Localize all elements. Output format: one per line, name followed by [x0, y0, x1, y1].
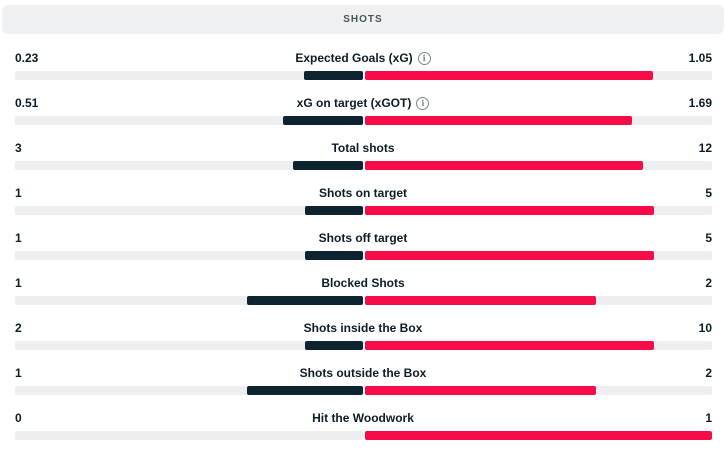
away-bar-fill — [365, 116, 632, 125]
away-value: 12 — [698, 141, 712, 155]
home-bar-track — [15, 206, 363, 215]
home-bar-fill — [305, 206, 363, 215]
home-bar-fill — [247, 296, 363, 305]
away-bar-fill — [365, 341, 654, 350]
info-icon[interactable]: i — [416, 96, 430, 110]
home-value: 0.51 — [15, 96, 39, 110]
away-bar-track — [365, 116, 712, 125]
stat-label-text: Expected Goals (xG) — [295, 51, 413, 65]
stat-row: 1 Shots outside the Box 2 — [0, 365, 726, 410]
away-value: 2 — [705, 276, 712, 290]
stat-label-text: Shots outside the Box — [299, 366, 427, 380]
home-bar-fill — [247, 386, 363, 395]
stat-row: 1 Blocked Shots 2 — [0, 275, 726, 320]
home-bar-fill — [305, 341, 363, 350]
home-value: 3 — [15, 141, 22, 155]
home-bar-fill — [283, 116, 363, 125]
stat-label-text: Total shots — [331, 141, 395, 155]
stat-label-text: Shots off target — [318, 231, 408, 245]
stat-row: 0 Hit the Woodwork 1 — [0, 410, 726, 455]
stat-row: 1 Shots off target 5 — [0, 230, 726, 275]
away-bar-track — [365, 71, 712, 80]
away-value: 10 — [698, 321, 712, 335]
home-value: 0 — [15, 411, 22, 425]
home-bar-fill — [293, 161, 363, 170]
away-bar-fill — [365, 161, 643, 170]
stat-label-text: xG on target (xGOT) — [296, 96, 412, 110]
stat-label: Shots on target — [0, 185, 726, 201]
home-bar-track — [15, 296, 363, 305]
away-bar-fill — [365, 71, 653, 80]
home-bar-track — [15, 161, 363, 170]
section-header: SHOTS — [2, 5, 724, 34]
home-bar-fill — [304, 71, 363, 80]
home-bar-track — [15, 251, 363, 260]
home-value: 1 — [15, 231, 22, 245]
away-bar-fill — [365, 386, 596, 395]
away-bar-track — [365, 386, 712, 395]
home-bar-track — [15, 341, 363, 350]
stat-label: Shots off target — [0, 230, 726, 246]
stat-label-text: Shots inside the Box — [303, 321, 423, 335]
section-title: SHOTS — [343, 14, 383, 25]
away-bar-track — [365, 431, 712, 440]
stat-label: Shots inside the Box — [0, 320, 726, 336]
away-bar-track — [365, 296, 712, 305]
home-value: 1 — [15, 366, 22, 380]
away-bar-track — [365, 161, 712, 170]
stat-label: Hit the Woodwork — [0, 410, 726, 426]
home-value: 1 — [15, 276, 22, 290]
home-bar-fill — [305, 251, 363, 260]
away-bar-fill — [365, 431, 712, 440]
stat-label-text: Hit the Woodwork — [312, 411, 414, 425]
stat-label: xG on target (xGOT) i — [0, 95, 726, 111]
stat-row: 1 Shots on target 5 — [0, 185, 726, 230]
home-value: 2 — [15, 321, 22, 335]
away-bar-track — [365, 251, 712, 260]
home-value: 0.23 — [15, 51, 39, 65]
home-value: 1 — [15, 186, 22, 200]
stat-label: Blocked Shots — [0, 275, 726, 291]
stat-row: 3 Total shots 12 — [0, 140, 726, 185]
stat-label: Expected Goals (xG) i — [0, 50, 726, 66]
away-value: 5 — [705, 231, 712, 245]
home-bar-track — [15, 431, 363, 440]
away-value: 1.05 — [688, 51, 712, 65]
stat-label-text: Blocked Shots — [321, 276, 405, 290]
away-bar-fill — [365, 251, 654, 260]
stat-label-text: Shots on target — [318, 186, 407, 200]
away-value: 2 — [705, 366, 712, 380]
home-bar-track — [15, 71, 363, 80]
stat-label: Shots outside the Box — [0, 365, 726, 381]
away-value: 5 — [705, 186, 712, 200]
away-value: 1.69 — [688, 96, 712, 110]
stat-row: 0.51 xG on target (xGOT) i 1.69 — [0, 95, 726, 140]
away-value: 1 — [705, 411, 712, 425]
stat-row: 0.23 Expected Goals (xG) i 1.05 — [0, 50, 726, 95]
stat-label: Total shots — [0, 140, 726, 156]
info-icon[interactable]: i — [417, 51, 431, 65]
away-bar-fill — [365, 206, 654, 215]
home-bar-track — [15, 116, 363, 125]
away-bar-track — [365, 341, 712, 350]
home-bar-track — [15, 386, 363, 395]
away-bar-fill — [365, 296, 596, 305]
stat-row: 2 Shots inside the Box 10 — [0, 320, 726, 365]
away-bar-track — [365, 206, 712, 215]
